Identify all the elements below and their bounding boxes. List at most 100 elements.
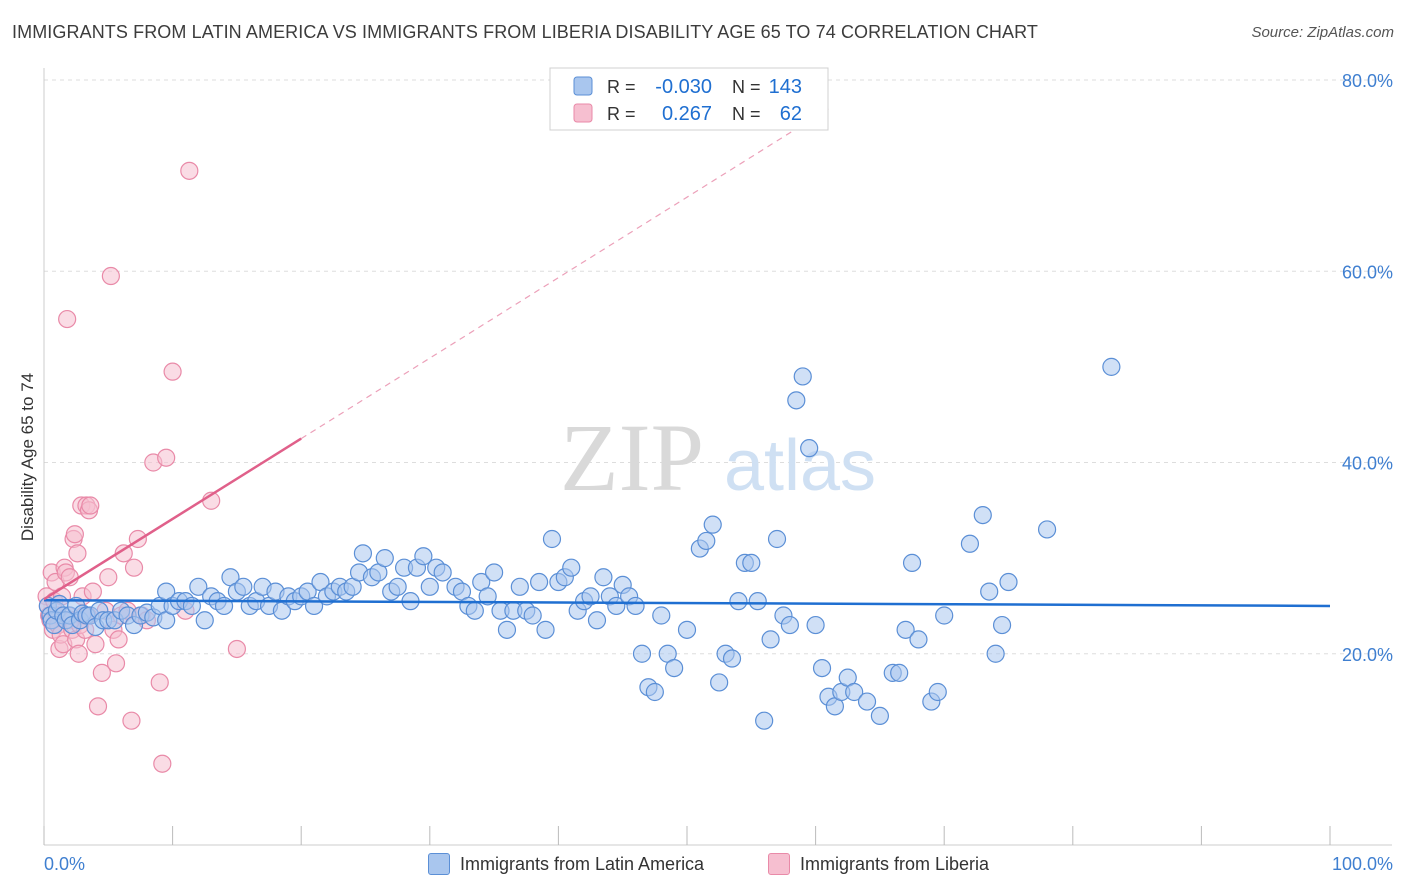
latin-america-point (581, 587, 600, 606)
stats-swatch-blue (573, 76, 593, 96)
stats-n-label-blue: N = (732, 77, 761, 97)
latin-america-point (562, 558, 581, 577)
latin-america-point (793, 367, 812, 386)
stats-box: R = -0.030 N = 143 R = 0.267 N = 62 (549, 67, 829, 131)
latin-america-point (729, 592, 748, 611)
trend-line-latin-america (43, 598, 1331, 608)
watermark-zip: ZIP (560, 404, 704, 511)
axes (43, 68, 1392, 846)
legend-label-liberia: Immigrants from Liberia (800, 853, 990, 874)
latin-america-point (999, 572, 1018, 592)
liberia-point (65, 525, 84, 544)
stats-r-value-pink: 0.267 (662, 103, 712, 125)
liberia-point (88, 697, 108, 716)
latin-america-point (960, 534, 980, 553)
liberia-point (153, 754, 172, 773)
latin-america-point (761, 630, 780, 649)
liberia-point (122, 711, 141, 730)
y-tick-label: 40.0% (1342, 454, 1393, 474)
latin-america-point (234, 577, 253, 596)
stats-swatch-pink (573, 103, 593, 123)
legend-swatch-pink (768, 853, 790, 875)
latin-america-point (1037, 520, 1057, 539)
legend-swatch-blue (428, 853, 450, 875)
legend-item-liberia[interactable]: Immigrants from Liberia (768, 853, 989, 875)
latin-america-point (195, 611, 214, 630)
latin-america-point (677, 620, 697, 639)
liberia-point (157, 448, 176, 467)
latin-america-point (542, 529, 562, 549)
legend-item-latin-america[interactable]: Immigrants from Latin America (428, 853, 704, 875)
latin-america-point (800, 439, 819, 458)
liberia-point (68, 544, 87, 563)
latin-america-point (478, 587, 497, 606)
latin-america-point (697, 531, 716, 551)
stats-r-label-blue: R = (607, 77, 636, 97)
latin-america-point (973, 505, 992, 525)
latin-america-point (755, 711, 774, 730)
latin-america-point (722, 649, 742, 668)
stats-n-label-pink: N = (732, 104, 761, 124)
latin-america-point (902, 553, 922, 573)
liberia-point (58, 309, 77, 329)
series-latin-america-points (38, 357, 1121, 730)
liberia-point (163, 362, 182, 381)
liberia-point (99, 568, 118, 587)
latin-america-point (909, 630, 928, 649)
latin-america-point (870, 706, 890, 726)
liberia-point (150, 673, 169, 692)
latin-america-point (497, 620, 517, 639)
chart-title: IMMIGRANTS FROM LATIN AMERICA VS IMMIGRA… (12, 22, 1038, 42)
stats-r-value-blue: -0.030 (655, 76, 712, 98)
latin-america-point (375, 549, 394, 568)
watermark: ZIP atlas (560, 404, 876, 511)
stats-n-value-pink: 62 (780, 103, 802, 125)
latin-america-point (485, 563, 504, 582)
x-tick-label-max: 100.0% (1332, 854, 1393, 874)
y-axis-label: Disability Age 65 to 74 (18, 373, 37, 541)
latin-america-point (780, 615, 799, 635)
latin-america-point (812, 658, 832, 678)
liberia-point (86, 635, 105, 654)
y-tick-label: 80.0% (1342, 71, 1393, 91)
latin-america-point (665, 658, 684, 678)
latin-america-point (980, 582, 999, 601)
liberia-point (227, 639, 246, 659)
latin-america-point (626, 596, 645, 616)
latin-america-point (986, 644, 1005, 663)
liberia-point (69, 644, 88, 663)
latin-america-point (1102, 357, 1121, 376)
watermark-atlas: atlas (724, 426, 876, 506)
latin-america-point (353, 544, 373, 563)
chart-source: Source: ZipAtlas.com (1251, 24, 1394, 41)
x-tick-label-min: 0.0% (44, 854, 85, 874)
latin-america-point (510, 577, 529, 596)
latin-america-point (465, 601, 484, 620)
liberia-point (101, 266, 120, 286)
legend-label-latin-america: Immigrants from Latin America (460, 853, 705, 874)
latin-america-point (992, 615, 1012, 635)
latin-america-point (530, 572, 549, 592)
stats-n-value-blue: 143 (769, 76, 802, 98)
y-tick-labels: 20.0% 40.0% 60.0% 80.0% (1342, 71, 1393, 665)
liberia-point (124, 558, 144, 577)
y-tick-label: 60.0% (1342, 262, 1393, 282)
latin-america-point (523, 606, 542, 625)
latin-america-point (787, 391, 806, 410)
latin-america-point (845, 682, 864, 702)
latin-america-point (645, 682, 664, 702)
liberia-point (109, 630, 128, 649)
latin-america-point (587, 611, 607, 630)
latin-america-point (890, 663, 909, 682)
latin-america-point (433, 563, 452, 582)
stats-r-label-pink: R = (607, 104, 636, 124)
liberia-point (92, 663, 111, 682)
latin-america-point (742, 553, 761, 573)
liberia-point (180, 161, 199, 180)
latin-america-point (806, 615, 825, 635)
latin-america-point (594, 568, 613, 587)
liberia-point (83, 582, 102, 601)
latin-america-point (710, 673, 729, 692)
trend-line-liberia (43, 437, 302, 601)
